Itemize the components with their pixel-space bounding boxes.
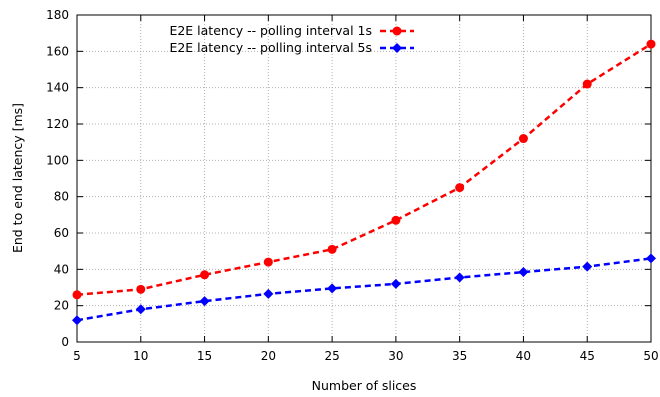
- y-tick-label: 120: [46, 117, 69, 131]
- x-tick-label: 35: [452, 349, 467, 363]
- x-tick-label: 40: [516, 349, 531, 363]
- y-tick-label: 40: [54, 262, 69, 276]
- y-tick-label: 180: [46, 8, 69, 22]
- legend-label: E2E latency -- polling interval 5s: [169, 40, 372, 55]
- legend: E2E latency -- polling interval 1s E2E la…: [169, 23, 414, 55]
- y-axis-title: End to end latency [ms]: [10, 103, 25, 253]
- x-tick-label: 25: [324, 349, 339, 363]
- legend-marker: [392, 43, 402, 53]
- y-tick-label: 80: [54, 190, 69, 204]
- y-tick-label: 160: [46, 44, 69, 58]
- series-1-point: [518, 134, 528, 144]
- plot-frame: [76, 14, 652, 343]
- gridlines: [77, 15, 651, 342]
- series-1-point: [72, 290, 82, 300]
- x-tick-label: 15: [197, 349, 212, 363]
- series-1-point: [391, 215, 401, 225]
- series-1-line: [76, 43, 652, 297]
- series-2-point: [199, 296, 210, 307]
- x-tick-label: 5: [73, 349, 81, 363]
- y-tick-label: 20: [54, 299, 69, 313]
- series-2-point: [582, 261, 593, 272]
- x-axis-title: Number of slices: [312, 378, 417, 393]
- x-tick-label: 20: [261, 349, 276, 363]
- y-tick-label: 140: [46, 81, 69, 95]
- series-1-point: [263, 257, 273, 267]
- series-1-point: [646, 39, 656, 49]
- series-2: [72, 253, 656, 326]
- y-tick-label: 60: [54, 226, 69, 240]
- x-tick-label: 45: [580, 349, 595, 363]
- series-2-point: [454, 272, 465, 283]
- series-1-point: [455, 183, 465, 193]
- series-1-point: [582, 79, 592, 89]
- series-2-point: [390, 278, 401, 289]
- y-tick-label: 100: [46, 153, 69, 167]
- legend-marker: [392, 26, 402, 36]
- axis-ticks: [76, 14, 652, 343]
- series-2-point: [72, 315, 82, 326]
- x-tick-label: 30: [388, 349, 403, 363]
- series-2-point: [263, 288, 274, 299]
- series-2-point: [518, 267, 529, 278]
- series-1-point: [200, 270, 210, 280]
- x-tick-labels: 5 10 15 20 25 30 35 40 45 50: [73, 349, 658, 363]
- y-tick-labels: 0 20 40 60 80 100 120 140 160 180: [46, 8, 69, 349]
- legend-label: E2E latency -- polling interval 1s: [169, 23, 372, 38]
- x-tick-label: 10: [133, 349, 148, 363]
- series-1-point: [136, 284, 146, 294]
- series-2-point: [327, 283, 338, 294]
- series-1: [72, 39, 656, 300]
- series-1-point: [327, 244, 337, 254]
- y-tick-label: 0: [61, 335, 69, 349]
- series-2-point: [135, 304, 146, 315]
- series-2-point: [646, 253, 656, 264]
- series-2-line: [76, 257, 652, 322]
- series-layer: [72, 39, 656, 326]
- x-tick-label: 50: [643, 349, 658, 363]
